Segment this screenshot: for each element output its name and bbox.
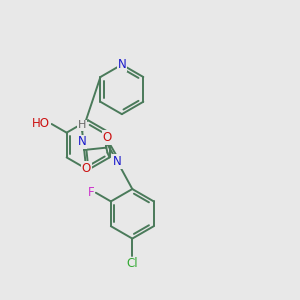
Text: N: N bbox=[78, 135, 87, 148]
Text: O: O bbox=[103, 131, 112, 144]
Text: N: N bbox=[118, 58, 126, 71]
Text: F: F bbox=[88, 186, 94, 199]
Text: HO: HO bbox=[32, 118, 50, 130]
Text: Cl: Cl bbox=[127, 257, 138, 270]
Text: O: O bbox=[82, 162, 91, 175]
Text: H: H bbox=[78, 120, 86, 130]
Text: N: N bbox=[113, 155, 122, 168]
